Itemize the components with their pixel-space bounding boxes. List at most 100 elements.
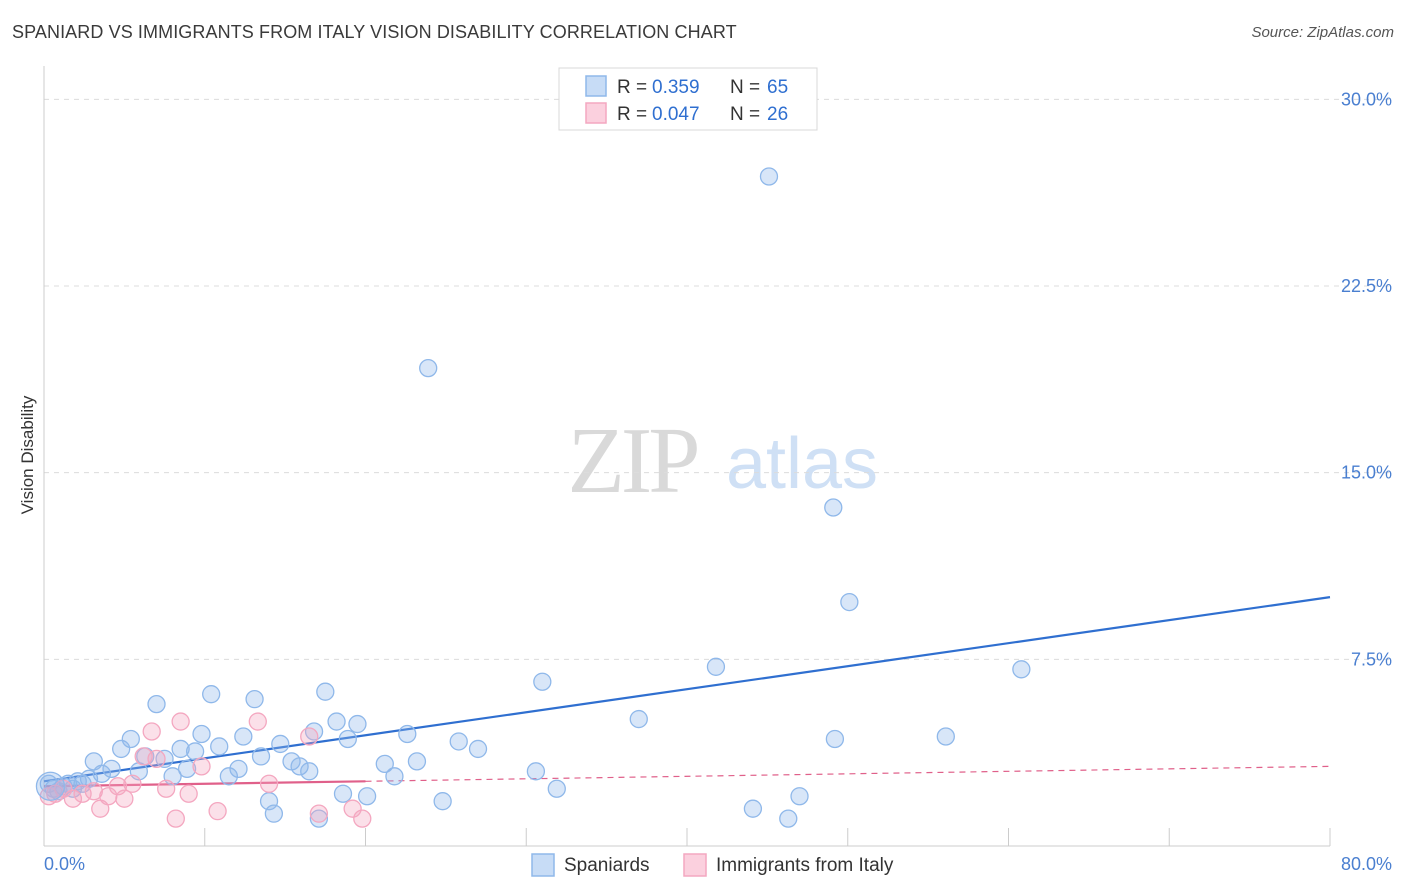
legend-r-value-2: 0.047 [652,104,700,125]
italy-point-14 [157,779,176,798]
y-tick-label-3: 30.0% [1341,89,1392,109]
legend-swatch-spaniards [585,75,607,97]
spaniards-point-10 [92,764,112,783]
italy-point-15 [166,809,185,828]
italy-point-20 [248,712,267,731]
spaniards-point-34 [290,757,309,776]
y-tick-label-0: 7.5% [1351,649,1392,669]
spaniards-point-32 [271,734,290,754]
spaniards-point-64 [936,727,955,746]
spaniards-point-55 [629,709,648,729]
spaniards-point-13 [121,729,140,749]
spaniards-point-11 [102,759,121,778]
grid-lines [44,98,1392,660]
trend-line-italy-solid [43,780,366,788]
spaniards-point-25 [219,767,239,786]
spaniards-point-59 [779,809,798,828]
source-label: Source: ZipAtlas.com [1251,24,1394,41]
italy-point-22 [300,727,319,746]
italy-point-17 [179,784,198,803]
italy-point-19 [208,802,227,821]
italy-point-12 [142,722,161,741]
data-points [35,167,1031,828]
italy-point-10 [123,774,142,793]
legend-n-value-1: 65 [767,77,788,98]
spaniards-point-40 [333,784,353,803]
legend-r-label-2: R = [617,104,647,125]
y-axis-label: Vision Disability [18,395,37,514]
italy-point-16 [171,712,190,731]
spaniards-point-35 [300,762,319,781]
trend-line-italy-dashed [365,765,1331,782]
spaniards-point-49 [433,792,452,811]
spaniards-point-27 [234,727,253,746]
italy-point-25 [353,809,372,828]
spaniards-point-26 [229,759,248,778]
watermark-atlas: atlas [726,424,878,504]
spaniards-point-31 [264,804,284,823]
spaniards-point-23 [202,685,221,704]
spaniards-point-60 [790,787,809,806]
spaniards-point-63 [840,592,859,612]
spaniards-point-53 [533,672,552,691]
spaniards-point-39 [327,712,346,731]
spaniards-point-43 [357,787,377,806]
bottom-legend-swatch-spaniards [531,853,555,877]
spaniards-point-57 [743,799,763,818]
tick-labels: 7.5% 15.0% 22.5% 30.0% 0.0% 80.0% [44,89,1392,874]
italy-point-21 [259,774,279,793]
spaniards-point-37 [309,809,329,828]
x-tick-label-1: 80.0% [1341,854,1392,874]
x-tick-label-0: 0.0% [44,854,85,874]
spaniards-point-42 [348,714,367,734]
bottom-legend-swatch-italy [683,853,707,877]
legend-n-label-1: N = [730,77,760,98]
bottom-legend-label-spaniards: Spaniards [564,855,650,876]
spaniards-point-61 [824,498,843,517]
watermark-zip: ZIP [568,409,698,513]
italy-point-18 [192,757,211,776]
legend-swatch-italy [585,102,607,124]
spaniards-point-38 [316,682,335,701]
spaniards-point-50 [449,732,468,751]
spaniards-point-29 [251,747,271,766]
bottom-legend-label-italy: Immigrants from Italy [716,855,894,876]
italy-point-4 [73,784,92,803]
italy-point-13 [147,749,166,769]
legend-n-value-2: 26 [767,104,788,125]
spaniards-point-41 [338,729,357,749]
spaniards-point-56 [706,657,726,676]
bottom-legend: Spaniards Immigrants from Italy [531,853,894,877]
trend-line-spaniards [43,596,1331,783]
spaniards-point-20 [177,759,197,778]
spaniards-point-47 [407,752,427,771]
spaniards-point-48 [419,358,438,378]
axes [43,66,1331,847]
spaniards-point-19 [171,739,190,759]
trend-lines [43,596,1331,788]
italy-point-5 [84,782,103,801]
italy-point-9 [115,789,134,808]
spaniards-point-22 [192,724,211,744]
top-legend: R = 0.359 N = 65 R = 0.047 N = 26 [558,67,818,131]
italy-point-23 [309,804,329,823]
y-tick-label-2: 22.5% [1341,276,1392,296]
spaniards-point-52 [526,762,546,781]
spaniards-point-54 [547,779,566,798]
legend-n-label-2: N = [730,104,760,125]
spaniards-point-24 [210,737,229,756]
spaniards-point-51 [468,739,488,759]
spaniards-point-62 [825,729,845,749]
y-tick-label-1: 15.0% [1341,463,1392,483]
spaniards-point-45 [385,767,404,786]
spaniards-point-16 [147,694,166,714]
spaniards-point-44 [375,754,394,774]
spaniards-point-28 [245,690,264,709]
spaniards-point-65 [1012,660,1031,679]
legend-r-label-1: R = [617,77,647,98]
spaniards-point-58 [759,167,779,186]
spaniards-point-46 [398,724,417,744]
origin-cluster-point [35,771,66,801]
italy-point-3 [63,789,83,808]
